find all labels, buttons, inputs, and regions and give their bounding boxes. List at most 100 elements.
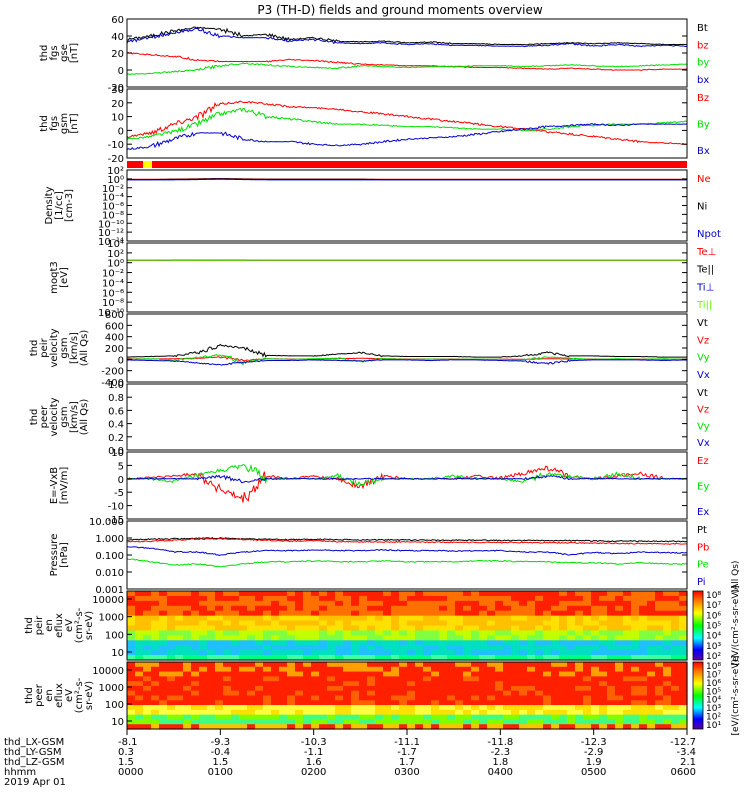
spectrogram-cell: [255, 709, 264, 716]
spectrogram-cell: [295, 666, 304, 673]
spectrogram-cell: [279, 671, 288, 677]
spectrogram-cell: [511, 605, 520, 612]
spectrogram-cell: [591, 724, 600, 730]
spectrogram-cell: [631, 640, 640, 646]
spectrogram-cell: [623, 645, 632, 651]
spectrogram-cell: [431, 700, 440, 706]
plot-date: 2019 Apr 01: [4, 777, 66, 788]
spectrogram-cell: [319, 709, 328, 716]
series-line-Pt: [126, 536, 688, 543]
x-tick-label: 1.5: [118, 757, 134, 768]
spectrogram-cell: [247, 625, 256, 632]
spectrogram-cell: [175, 650, 184, 656]
spectrogram-cell: [407, 714, 416, 721]
spectrogram-cell: [455, 595, 464, 602]
spectrogram-cell: [191, 605, 200, 612]
spectrogram-cell: [407, 600, 416, 607]
spectrogram-cell: [535, 640, 544, 646]
spectrogram-cell: [127, 709, 136, 716]
y-tick-label: 10⁰: [107, 175, 124, 186]
y-tick-label: 100: [105, 630, 124, 641]
spectrogram-cell: [639, 600, 648, 607]
y-tick-label: 1.0: [108, 380, 124, 391]
spectrogram-cell: [367, 671, 376, 677]
spectrogram-cell: [623, 666, 632, 673]
spectrogram-cell: [247, 695, 256, 701]
spectrogram-cell: [559, 595, 568, 602]
spectrogram-cell: [375, 671, 384, 677]
spectrogram-cell: [431, 591, 440, 597]
spectrogram-cell: [383, 700, 392, 706]
spectrogram-cell: [391, 650, 400, 656]
spectrogram-cell: [575, 625, 584, 632]
spectrogram-cell: [287, 600, 296, 607]
spectrogram-cell: [175, 700, 184, 706]
spectrogram-cell: [231, 666, 240, 673]
spectrogram-cell: [671, 685, 680, 692]
spectrogram-cell: [471, 676, 480, 682]
spectrogram-cell: [343, 605, 352, 612]
spectrogram-cell: [351, 700, 360, 706]
spectrogram-cell: [647, 605, 656, 612]
spectrogram-cell: [567, 600, 576, 607]
spectrogram-cell: [415, 671, 424, 677]
spectrogram-cell: [391, 709, 400, 716]
spectrogram-cell: [575, 695, 584, 701]
spectrogram-cell: [151, 690, 160, 697]
spectrogram-cell: [647, 676, 656, 682]
spectrogram-cell: [351, 695, 360, 701]
spectrogram-cell: [391, 666, 400, 673]
panel-frame: [126, 451, 688, 520]
spectrogram-cell: [423, 709, 432, 716]
spectrogram-cell: [367, 630, 376, 636]
spectrogram-cell: [183, 724, 192, 730]
spectrogram-cell: [439, 640, 448, 646]
spectrogram-cell: [431, 595, 440, 602]
series-line-Pi: [126, 546, 687, 556]
spectrogram-cell: [415, 695, 424, 701]
spectrogram-cell: [255, 676, 264, 682]
spectrogram-cell: [239, 705, 248, 711]
spectrogram-cell: [663, 605, 672, 612]
spectrogram-cell: [439, 700, 448, 706]
spectrogram-cell: [607, 615, 616, 622]
spectrogram-cell: [623, 635, 632, 641]
colorbar-tick-label: 10²: [706, 713, 721, 723]
y-tick-label: 10⁻¹⁴: [98, 237, 124, 248]
spectrogram-cell: [359, 615, 368, 622]
spectrogram-cell: [639, 724, 648, 730]
spectrogram-cell: [151, 640, 160, 646]
spectrogram-cell: [263, 610, 272, 617]
spectrogram-cell: [343, 640, 352, 646]
spectrogram-cell: [359, 709, 368, 716]
spectrogram-cell: [647, 705, 656, 711]
spectrogram-cell: [519, 610, 528, 617]
spectrogram-cell: [335, 714, 344, 721]
spectrogram-cell: [127, 690, 136, 697]
spectrogram-cell: [303, 620, 312, 627]
spectrogram-cell: [271, 666, 280, 673]
spectrogram-cell: [351, 681, 360, 687]
spectrogram-cell: [399, 666, 408, 673]
spectrogram-cell: [207, 719, 216, 725]
spectrogram-cell: [631, 645, 640, 651]
spectrogram-cell: [319, 650, 328, 656]
spectrogram-cell: [127, 650, 136, 656]
spectrogram-cell: [591, 640, 600, 646]
spectrogram-cell: [231, 705, 240, 711]
spectrogram-cell: [599, 719, 608, 725]
spectrogram-cell: [455, 645, 464, 651]
spectrogram-cell: [519, 700, 528, 706]
spectrogram-cell: [327, 695, 336, 701]
spectrogram-cell: [183, 662, 192, 668]
spectrogram-cell: [127, 666, 136, 673]
spectrogram-cell: [295, 690, 304, 697]
spectrogram-cell: [639, 690, 648, 697]
spectrogram-cell: [223, 591, 232, 597]
spectrogram-cell: [423, 681, 432, 687]
spectrogram-cell: [631, 620, 640, 627]
spectrogram-cell: [223, 650, 232, 656]
spectrogram-cell: [391, 600, 400, 607]
spectrogram-cell: [351, 714, 360, 721]
spectrogram-cell: [127, 676, 136, 682]
